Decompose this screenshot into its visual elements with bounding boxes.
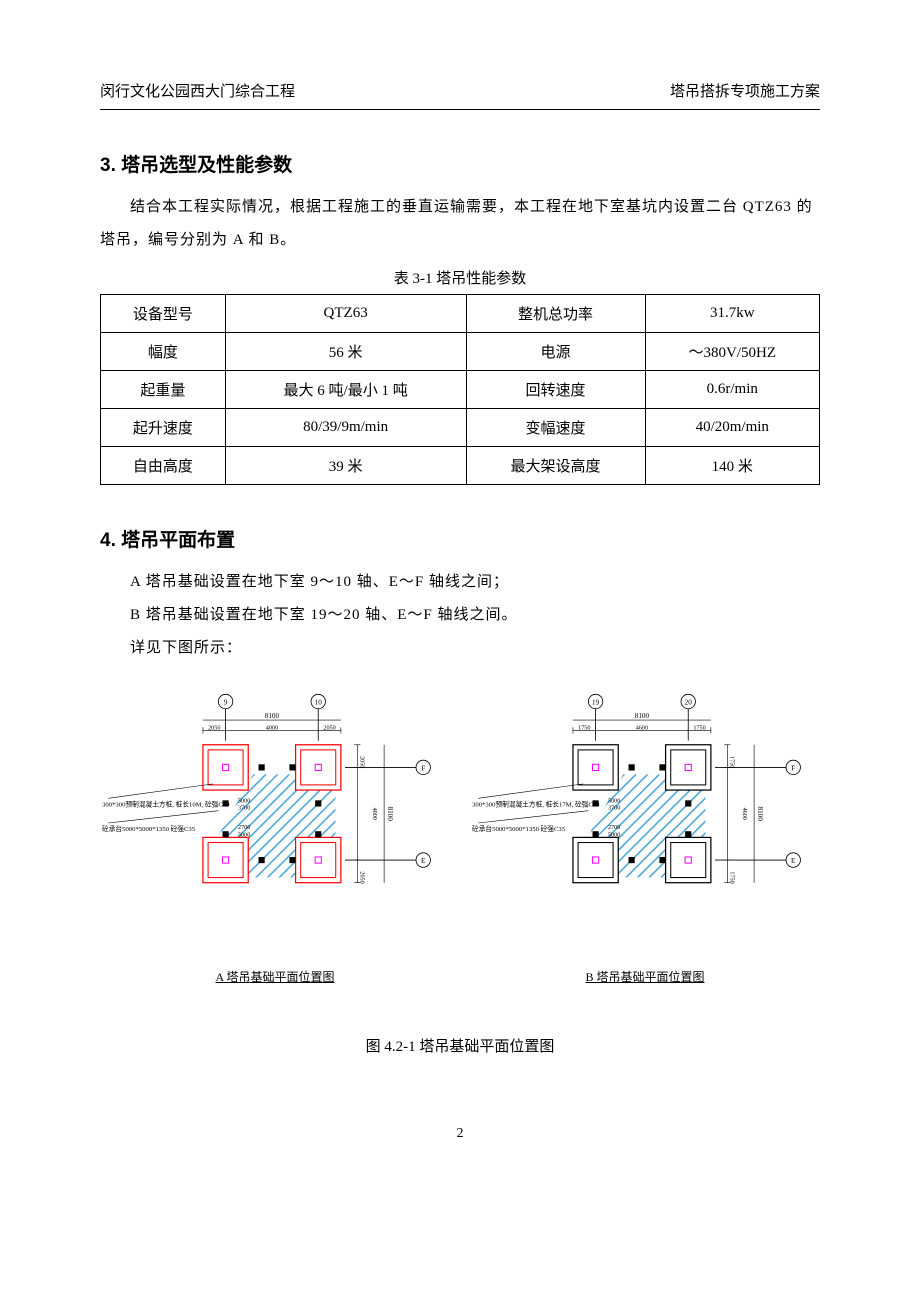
plan-diagram: 19 20 F E 8100 1750 4600 1750 1750 4600 1750 8100 50… <box>470 683 820 951</box>
svg-text:F: F <box>421 764 425 772</box>
svg-text:9: 9 <box>224 699 228 707</box>
svg-text:F: F <box>791 764 795 772</box>
svg-text:8100: 8100 <box>265 712 280 720</box>
table-caption: 表 3-1 塔吊性能参数 <box>100 267 820 288</box>
table-row: 自由高度39 米最大架设高度140 米 <box>101 447 820 485</box>
svg-text:2050: 2050 <box>358 871 364 883</box>
table-cell: 整机总功率 <box>466 295 645 333</box>
svg-text:1750: 1750 <box>728 756 734 768</box>
section4-p1: A 塔吊基础设置在地下室 9～10 轴、E～F 轴线之间； <box>100 566 820 599</box>
table-row: 设备型号QTZ63整机总功率31.7kw <box>101 295 820 333</box>
svg-text:5000: 5000 <box>608 798 620 804</box>
section4-p3: 详见下图所示： <box>100 632 820 665</box>
section4-heading: 4. 塔吊平面布置 <box>100 525 820 552</box>
svg-text:砼承台5000*5000*1350 砼强C35: 砼承台5000*5000*1350 砼强C35 <box>102 824 196 833</box>
svg-text:2700: 2700 <box>608 825 620 831</box>
table-row: 起重量最大 6 吨/最小 1 吨回转速度0.6r/min <box>101 371 820 409</box>
svg-text:4000: 4000 <box>371 808 377 820</box>
svg-text:8100: 8100 <box>635 712 650 720</box>
table-cell: 起升速度 <box>101 409 226 447</box>
svg-text:2050: 2050 <box>208 725 220 731</box>
figure-row: 9 10 F E 8100 2050 4000 2050 2050 4000 2050 8100 500… <box>100 683 820 985</box>
svg-text:300*300预制混凝土方桩, 桩长10M, 砼强C40: 300*300预制混凝土方桩, 桩长10M, 砼强C40 <box>102 800 230 809</box>
svg-text:2700: 2700 <box>238 825 250 831</box>
table-cell: 0.6r/min <box>645 371 819 409</box>
table-cell: 自由高度 <box>101 447 226 485</box>
table-cell: 最大 6 吨/最小 1 吨 <box>225 371 466 409</box>
figure-b: 19 20 F E 8100 1750 4600 1750 1750 4600 1750 8100 50… <box>470 683 820 985</box>
svg-text:5000: 5000 <box>238 832 250 838</box>
table-cell: 幅度 <box>101 333 226 371</box>
spec-table: 设备型号QTZ63整机总功率31.7kw幅度56 米电源～380V/50HZ起重… <box>100 294 820 485</box>
table-row: 幅度56 米电源～380V/50HZ <box>101 333 820 371</box>
section4-p2: B 塔吊基础设置在地下室 19～20 轴、E～F 轴线之间。 <box>100 599 820 632</box>
svg-text:4600: 4600 <box>636 725 648 731</box>
svg-text:5000: 5000 <box>238 798 250 804</box>
svg-text:19: 19 <box>592 699 600 707</box>
page-header: 闵行文化公园西大门综合工程 塔吊搭拆专项施工方案 <box>100 80 820 109</box>
table-cell: 起重量 <box>101 371 226 409</box>
svg-text:1750: 1750 <box>578 725 590 731</box>
svg-text:3700: 3700 <box>608 806 620 812</box>
table-cell: 电源 <box>466 333 645 371</box>
figure-caption: 图 4.2-1 塔吊基础平面位置图 <box>100 1035 820 1056</box>
table-cell: 40/20m/min <box>645 409 819 447</box>
table-cell: QTZ63 <box>225 295 466 333</box>
table-row: 起升速度80/39/9m/min变幅速度40/20m/min <box>101 409 820 447</box>
header-right: 塔吊搭拆专项施工方案 <box>670 80 820 101</box>
svg-text:8100: 8100 <box>756 807 764 822</box>
svg-text:4600: 4600 <box>741 808 747 820</box>
table-cell: 80/39/9m/min <box>225 409 466 447</box>
figure-b-caption: B 塔吊基础平面位置图 <box>470 968 820 985</box>
page: 闵行文化公园西大门综合工程 塔吊搭拆专项施工方案 3. 塔吊选型及性能参数 结合… <box>0 0 920 1202</box>
table-cell: 设备型号 <box>101 295 226 333</box>
header-underline <box>100 109 820 110</box>
svg-text:4000: 4000 <box>266 725 278 731</box>
svg-text:300*300预制混凝土方桩, 桩长17M, 砼强C40: 300*300预制混凝土方桩, 桩长17M, 砼强C40 <box>472 800 600 809</box>
figure-a: 9 10 F E 8100 2050 4000 2050 2050 4000 2050 8100 500… <box>100 683 450 985</box>
section3-heading: 3. 塔吊选型及性能参数 <box>100 150 820 177</box>
table-cell: 变幅速度 <box>466 409 645 447</box>
plan-diagram: 9 10 F E 8100 2050 4000 2050 2050 4000 2050 8100 500… <box>100 683 450 951</box>
table-cell: 39 米 <box>225 447 466 485</box>
svg-text:10: 10 <box>315 699 323 707</box>
svg-text:3700: 3700 <box>238 806 250 812</box>
svg-text:E: E <box>791 857 796 865</box>
table-cell: 140 米 <box>645 447 819 485</box>
svg-text:5000: 5000 <box>608 832 620 838</box>
header-left: 闵行文化公园西大门综合工程 <box>100 80 295 101</box>
svg-text:20: 20 <box>685 699 693 707</box>
svg-text:1750: 1750 <box>693 725 705 731</box>
svg-text:8100: 8100 <box>386 807 394 822</box>
svg-text:1750: 1750 <box>728 871 734 883</box>
table-cell: 31.7kw <box>645 295 819 333</box>
table-cell: ～380V/50HZ <box>645 333 819 371</box>
figure-a-caption: A 塔吊基础平面位置图 <box>100 968 450 985</box>
table-cell: 最大架设高度 <box>466 447 645 485</box>
table-cell: 56 米 <box>225 333 466 371</box>
svg-text:E: E <box>421 857 426 865</box>
svg-text:2050: 2050 <box>323 725 335 731</box>
svg-text:2050: 2050 <box>358 756 364 768</box>
svg-text:砼承台5000*5000*1350 砼强C35: 砼承台5000*5000*1350 砼强C35 <box>472 824 566 833</box>
table-cell: 回转速度 <box>466 371 645 409</box>
section3-p1: 结合本工程实际情况，根据工程施工的垂直运输需要，本工程在地下室基坑内设置二台 Q… <box>100 191 820 257</box>
page-number: 2 <box>100 1126 820 1142</box>
